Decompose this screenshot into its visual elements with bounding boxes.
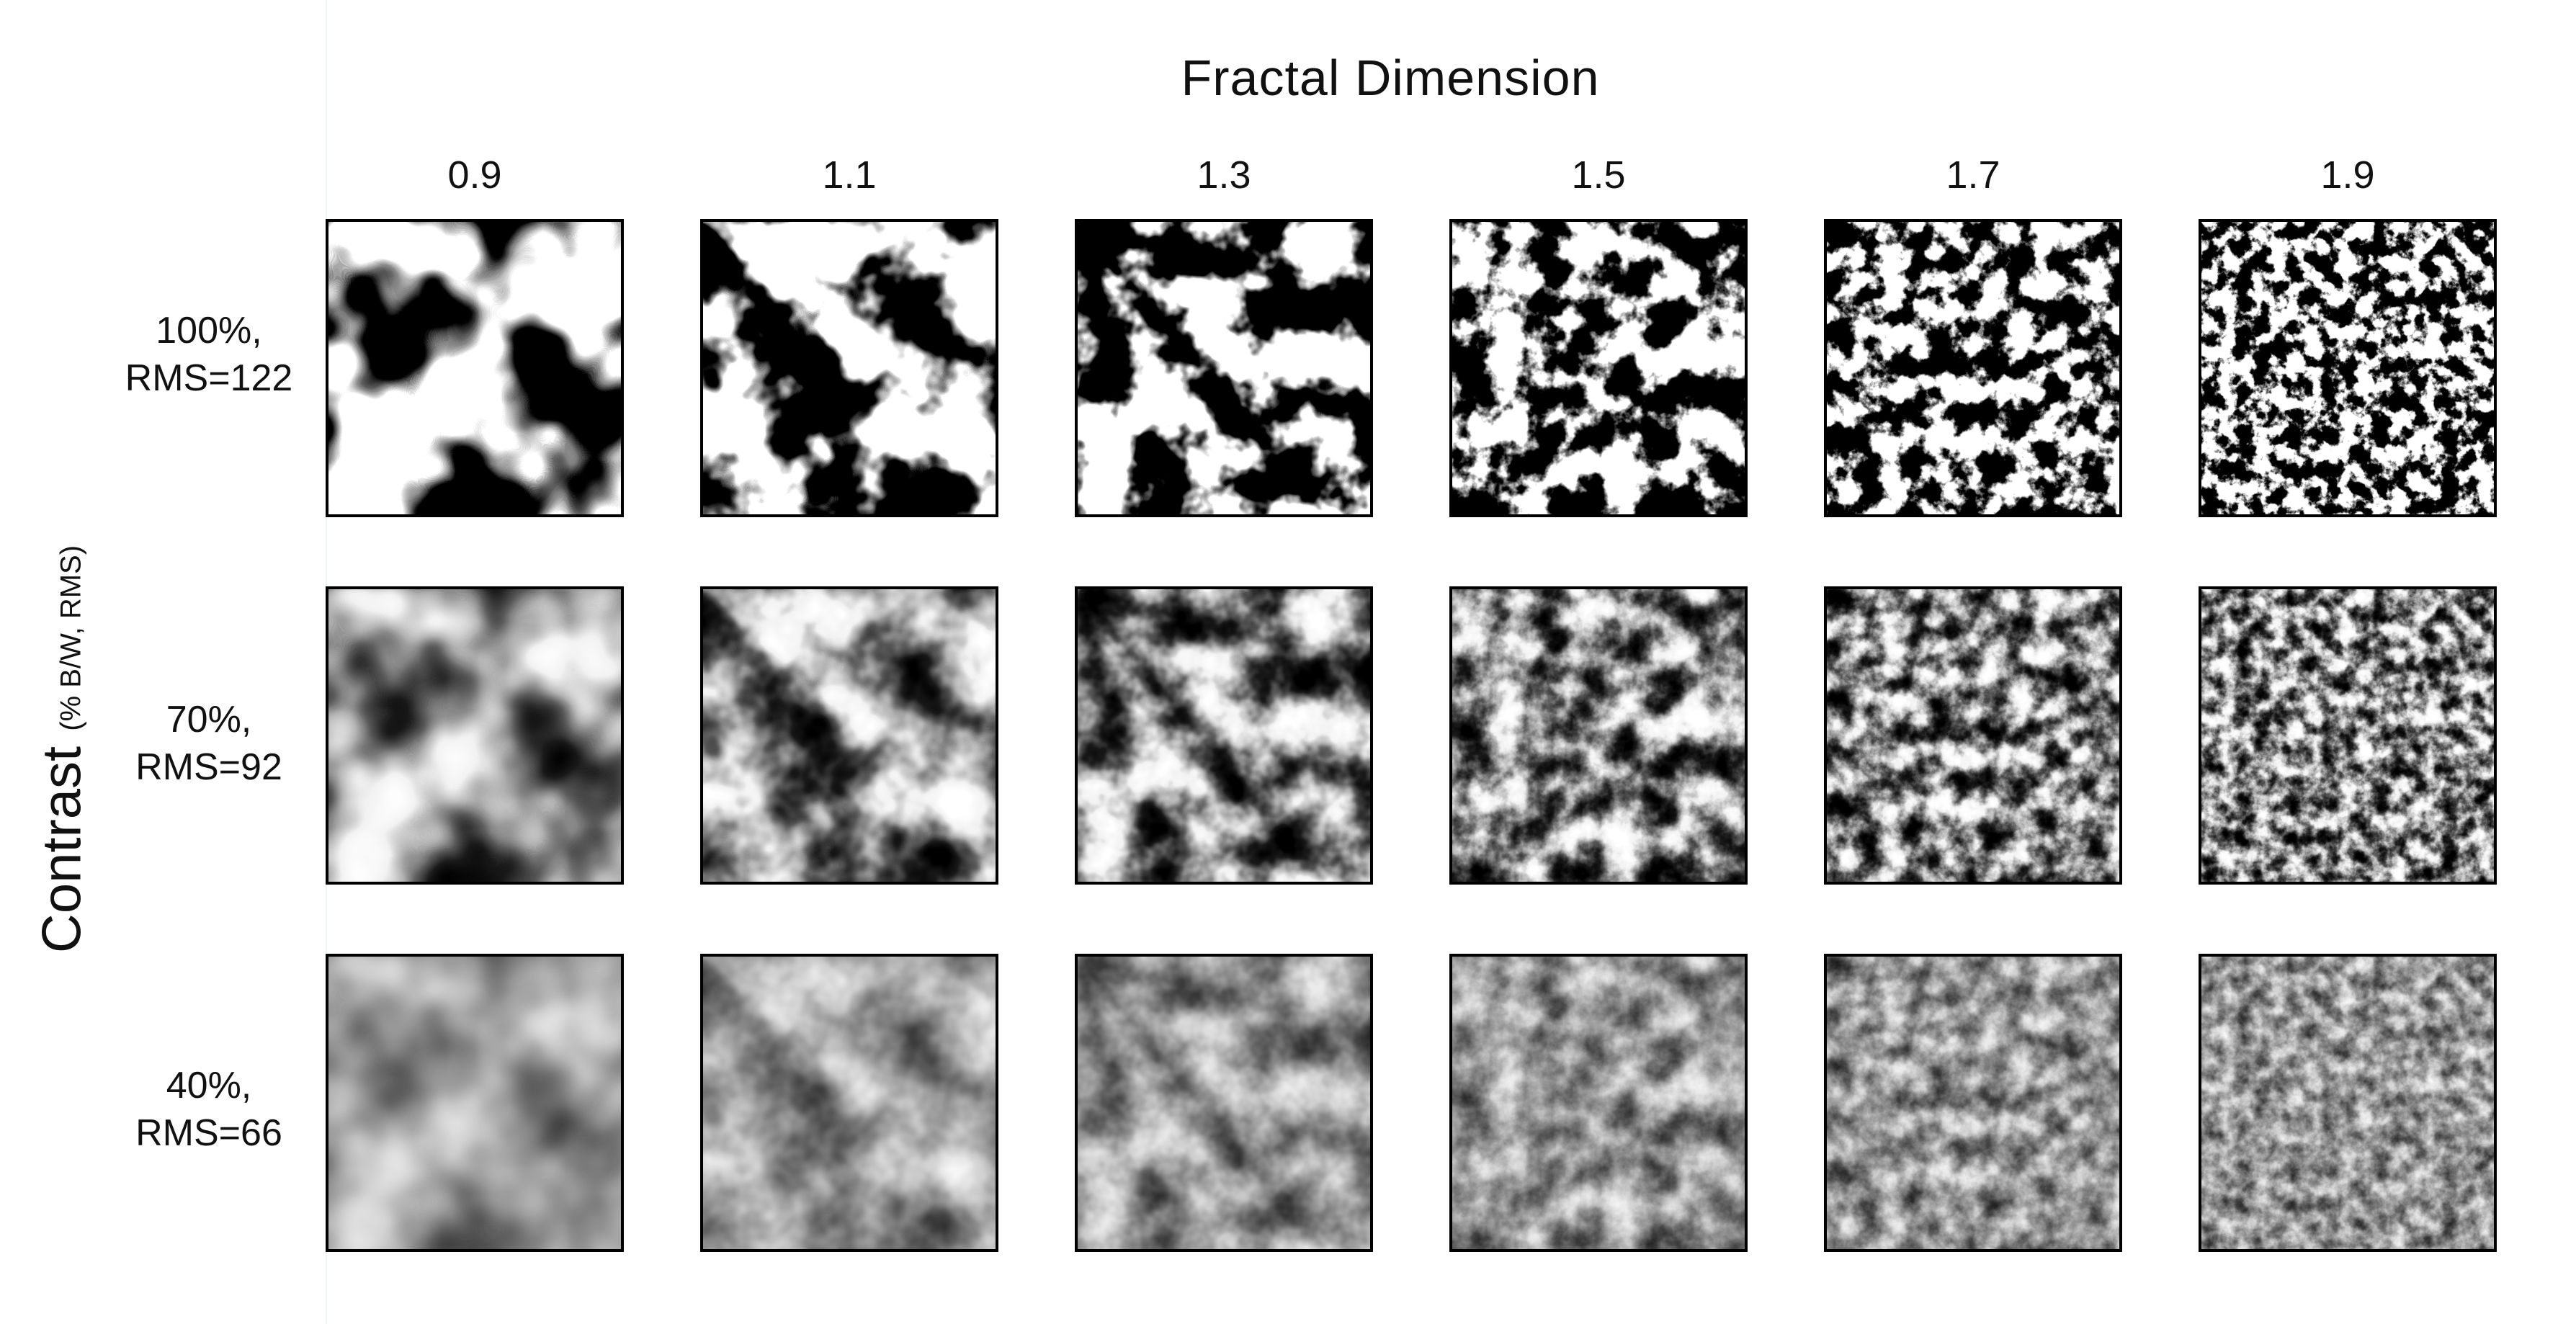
column-label-1.1: 1.1 xyxy=(822,153,877,197)
fractal-noise-image xyxy=(1452,589,1745,882)
fractal-tile-d1.7-c100 xyxy=(1824,219,2122,517)
row-label-70-line2: RMS=92 xyxy=(135,746,282,788)
fractal-noise-image xyxy=(1827,222,2119,514)
fractal-tile-d1.3-c40 xyxy=(1075,954,1373,1252)
fractal-tile-d1.5-c40 xyxy=(1449,954,1748,1252)
fractal-noise-image xyxy=(1078,957,1370,1249)
row-label-100-line1: 100%, xyxy=(156,310,262,352)
fractal-noise-image xyxy=(2201,957,2494,1249)
fractal-noise-image xyxy=(703,589,996,882)
fractal-noise-image xyxy=(1452,222,1745,514)
fractal-tile-d1.9-c40 xyxy=(2199,954,2497,1252)
fractal-tile-d1.1-c40 xyxy=(700,954,998,1252)
fractal-noise-image xyxy=(328,957,621,1249)
fractal-noise-image xyxy=(2201,589,2494,882)
fractal-tile-d1.3-c70 xyxy=(1075,586,1373,885)
fractal-tile-d1.3-c100 xyxy=(1075,219,1373,517)
fractal-noise-image xyxy=(328,589,621,882)
row-label-70-line1: 70%, xyxy=(166,699,252,741)
row-label-40-line1: 40%, xyxy=(166,1065,252,1106)
fractal-noise-image xyxy=(2201,222,2494,514)
fractal-tile-d1.1-c70 xyxy=(700,586,998,885)
fractal-noise-image xyxy=(703,222,996,514)
fractal-tile-d0.9-c100 xyxy=(326,219,624,517)
row-axis-title: Contrast (% B/W, RMS) xyxy=(31,545,94,953)
fractal-tile-d0.9-c40 xyxy=(326,954,624,1252)
column-label-1.5: 1.5 xyxy=(1571,153,1626,197)
row-label-100-line2: RMS=122 xyxy=(125,357,293,399)
column-label-1.3: 1.3 xyxy=(1197,153,1251,197)
fractal-noise-image xyxy=(1827,589,2119,882)
fractal-tile-d1.9-c100 xyxy=(2199,219,2497,517)
fractal-noise-image xyxy=(1827,957,2119,1249)
fractal-tile-d1.5-c100 xyxy=(1449,219,1748,517)
fractal-tile-d0.9-c70 xyxy=(326,586,624,885)
row-label-40-line2: RMS=66 xyxy=(135,1112,282,1154)
row-label-70: 70%, RMS=92 xyxy=(101,696,317,791)
fractal-tile-d1.1-c100 xyxy=(700,219,998,517)
row-axis-title-main: Contrast xyxy=(31,746,93,954)
column-label-1.9: 1.9 xyxy=(2320,153,2375,197)
fractal-noise-image xyxy=(328,222,621,514)
fractal-noise-image xyxy=(1078,589,1370,882)
fractal-noise-image xyxy=(1452,957,1745,1249)
row-axis-subtitle: (% B/W, RMS) xyxy=(55,545,87,731)
fractal-tile-d1.7-c40 xyxy=(1824,954,2122,1252)
fractal-noise-image xyxy=(703,957,996,1249)
fractal-tile-d1.5-c70 xyxy=(1449,586,1748,885)
fractal-tile-d1.7-c70 xyxy=(1824,586,2122,885)
fractal-tile-d1.9-c70 xyxy=(2199,586,2497,885)
fractal-noise-image xyxy=(1078,222,1370,514)
column-axis-title: Fractal Dimension xyxy=(1181,50,1600,106)
row-label-100: 100%, RMS=122 xyxy=(101,307,317,402)
row-label-40: 40%, RMS=66 xyxy=(101,1062,317,1157)
column-label-1.7: 1.7 xyxy=(1946,153,2000,197)
column-label-0.9: 0.9 xyxy=(447,153,502,197)
